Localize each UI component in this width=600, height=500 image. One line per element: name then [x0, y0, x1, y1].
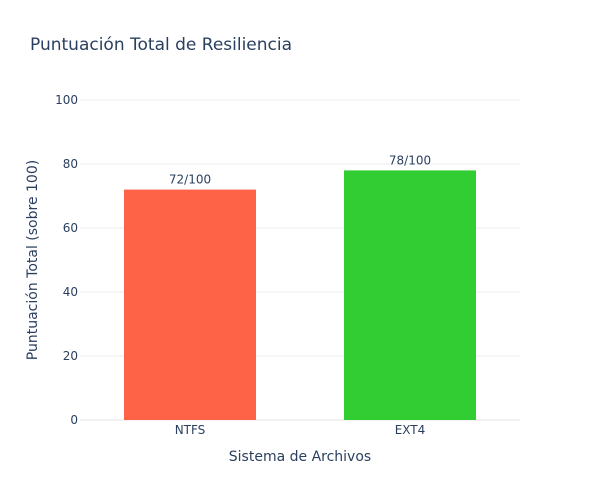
x-axis-ticks: NTFS EXT4	[175, 423, 426, 437]
y-tick-label: 20	[63, 349, 78, 363]
bar-ext4[interactable]	[344, 170, 476, 420]
y-tick-label: 80	[63, 157, 78, 171]
x-tick-label-ext4: EXT4	[395, 423, 426, 437]
bars	[124, 170, 476, 420]
y-tick-label: 100	[55, 93, 78, 107]
bar-ntfs[interactable]	[124, 189, 256, 420]
data-label-ntfs: 72/100	[169, 173, 211, 187]
y-axis-ticks: 0 20 40 60 80 100	[55, 93, 78, 427]
data-label-ext4: 78/100	[389, 153, 431, 167]
chart-title: Puntuación Total de Resiliencia	[30, 35, 292, 55]
y-axis-title: Puntuación Total (sobre 100)	[25, 160, 41, 360]
y-tick-label: 60	[63, 221, 78, 235]
x-axis-title: Sistema de Archivos	[229, 449, 371, 465]
data-labels: 72/100 78/100	[169, 153, 431, 186]
y-tick-label: 0	[70, 413, 78, 427]
y-tick-label: 40	[63, 285, 78, 299]
x-tick-label-ntfs: NTFS	[175, 423, 206, 437]
